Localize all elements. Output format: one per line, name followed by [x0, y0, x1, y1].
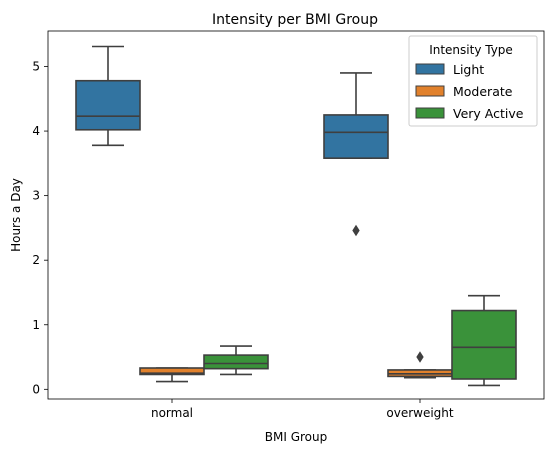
x-axis-label: BMI Group — [265, 430, 327, 444]
legend: Intensity Type Light Moderate Very Active — [408, 35, 538, 127]
chart-title: Intensity per BMI Group — [212, 12, 378, 28]
plot-layer — [75, 45, 517, 387]
y-axis-label: Hours a Day — [9, 178, 23, 252]
y-tick-label-5: 5 — [32, 60, 40, 74]
legend-swatch-1 — [415, 85, 445, 97]
y-axis: 0 1 2 3 4 5 — [32, 60, 48, 396]
box-2-0-box — [203, 354, 269, 370]
x-tick-label-0: normal — [151, 406, 193, 420]
y-tick-label-0: 0 — [32, 382, 40, 396]
legend-label-0: Light — [453, 62, 484, 77]
legend-swatch-0 — [415, 63, 445, 75]
plot-frame — [47, 30, 545, 400]
box-2-1-box — [451, 309, 517, 380]
box-0-0-box — [75, 79, 141, 131]
legend-title: Intensity Type — [429, 43, 513, 57]
legend-label-2: Very Active — [453, 106, 524, 121]
legend-label-1: Moderate — [453, 84, 513, 99]
x-tick-label-1: overweight — [386, 406, 454, 420]
legend-swatch-2 — [415, 107, 445, 119]
y-tick-label-1: 1 — [32, 318, 40, 332]
x-axis: normal overweight — [151, 399, 454, 420]
box-1-1-outlier-0 — [416, 351, 424, 363]
box-0-1-outlier-0 — [352, 224, 360, 237]
box-0-1-box — [323, 114, 389, 159]
y-tick-label-3: 3 — [32, 189, 40, 203]
box-1-0-box — [139, 367, 205, 376]
y-tick-label-4: 4 — [32, 124, 40, 138]
legend-items: Light Moderate Very Active — [415, 62, 524, 121]
y-tick-label-2: 2 — [32, 253, 40, 267]
legend-frame — [408, 35, 538, 127]
